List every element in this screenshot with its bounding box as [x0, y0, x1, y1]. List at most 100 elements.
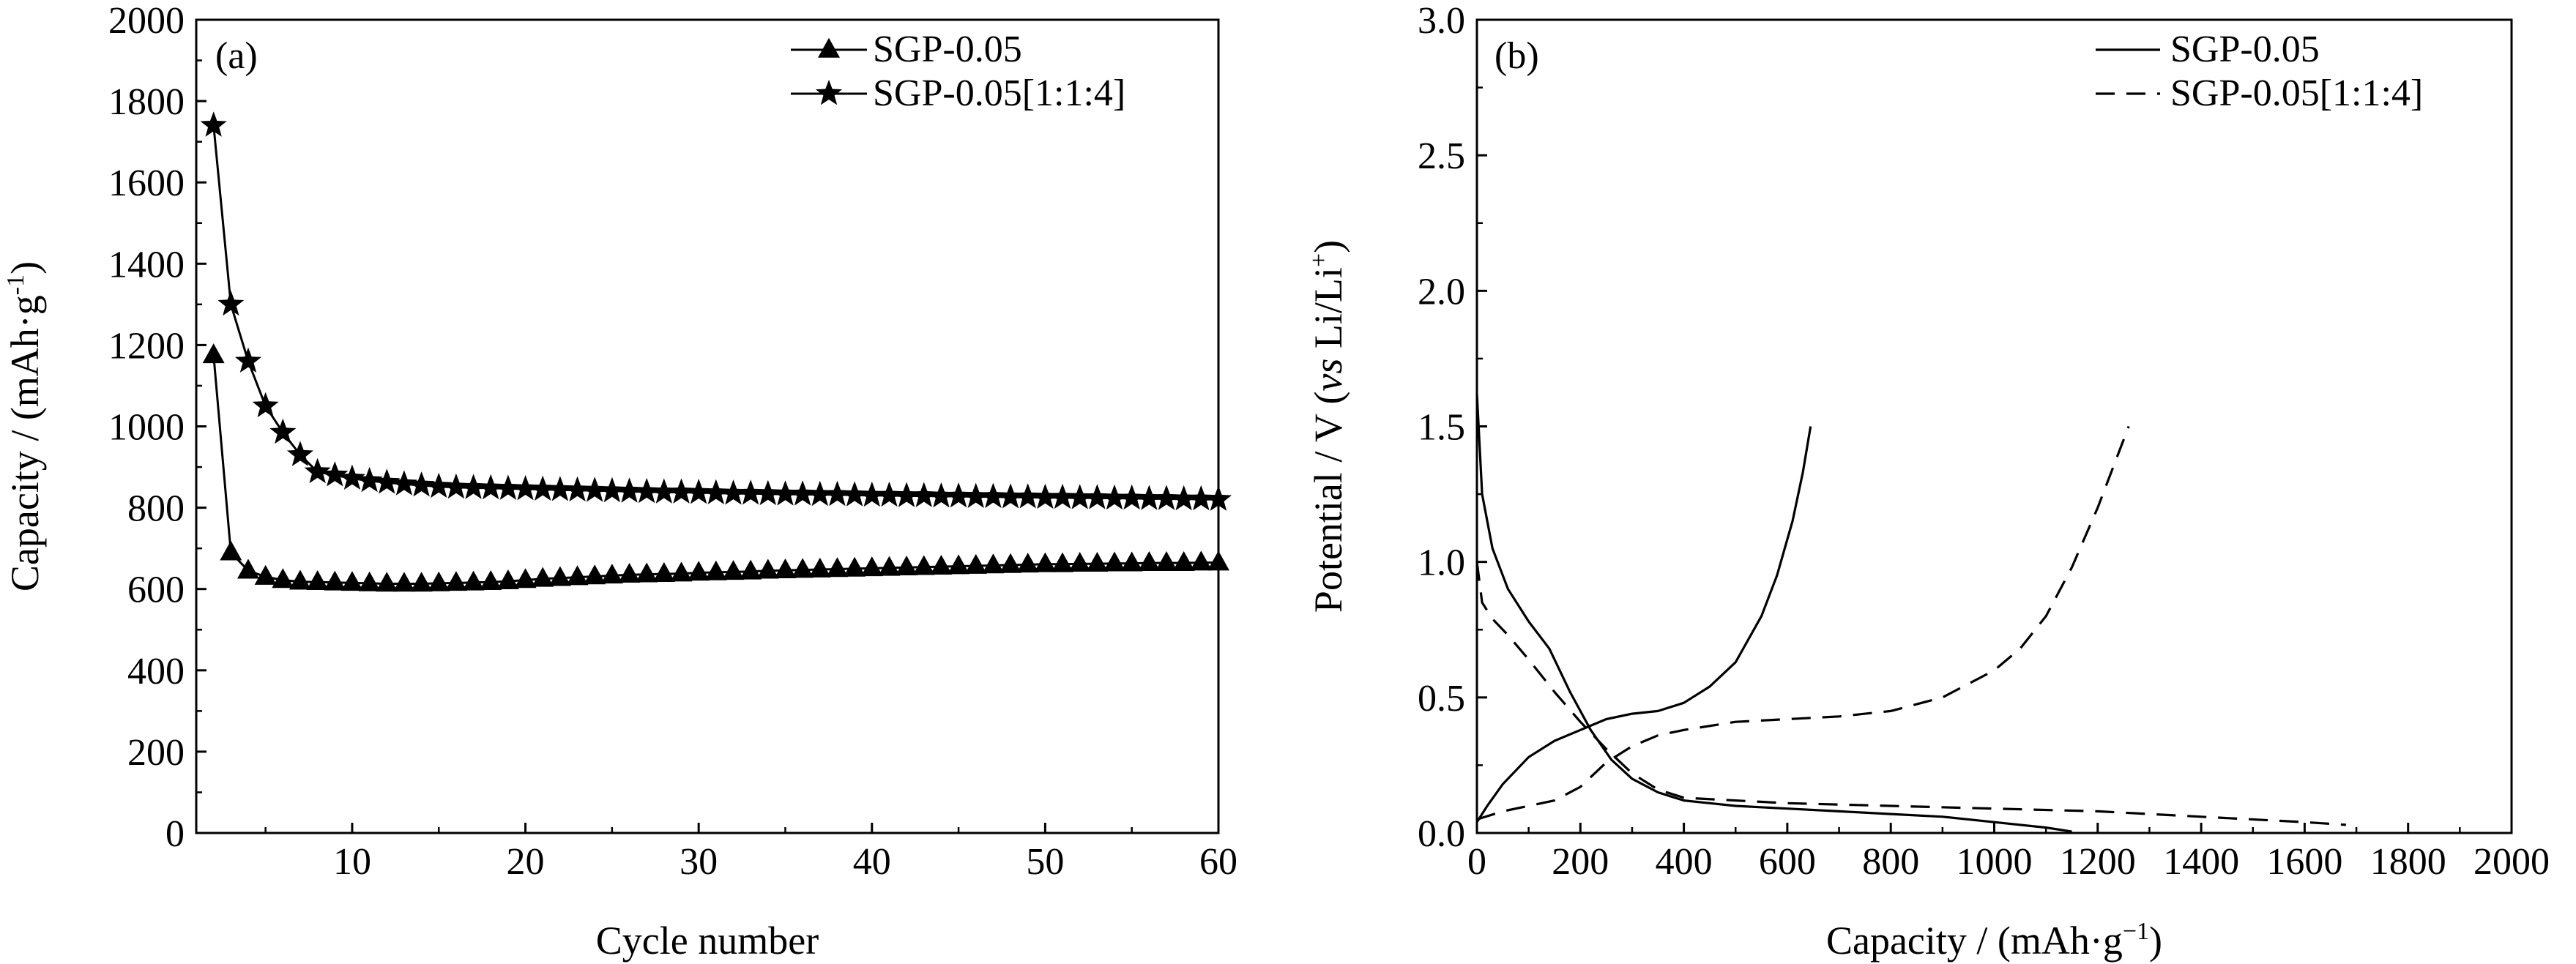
- data-point: [774, 558, 797, 578]
- data-point: [1066, 484, 1093, 509]
- data-point: [1190, 550, 1213, 571]
- x-tick-label: 600: [1759, 841, 1816, 883]
- data-point: [1051, 552, 1074, 572]
- data-point: [1120, 551, 1143, 572]
- data-point: [566, 565, 589, 586]
- data-point: [1118, 484, 1145, 510]
- data-point: [1101, 484, 1128, 510]
- data-point: [948, 554, 970, 575]
- data-point: [688, 561, 710, 581]
- data-point: [945, 482, 972, 508]
- data-point: [477, 474, 505, 500]
- y-tick-label: 1800: [108, 81, 185, 123]
- x-tick-label: 1200: [2060, 841, 2136, 883]
- data-point: [844, 556, 866, 577]
- y-tick-label: 200: [127, 732, 185, 774]
- data-point: [202, 343, 225, 364]
- legend-marker: [815, 80, 843, 105]
- data-point: [340, 571, 363, 591]
- data-point: [668, 478, 695, 504]
- y-tick-label: 1.5: [1418, 407, 1465, 449]
- data-point: [408, 471, 435, 497]
- series-sgp-0-05: [1475, 394, 2072, 833]
- data-point: [841, 481, 868, 507]
- data-point: [442, 473, 469, 499]
- data-point: [1068, 552, 1091, 572]
- data-point: [1016, 553, 1039, 573]
- data-point: [324, 570, 346, 591]
- data-point: [893, 482, 920, 507]
- charge-curve: [1476, 425, 2130, 821]
- y-axis-title: Potential / V (vs Li/Li+): [1306, 240, 1350, 613]
- data-point: [754, 479, 781, 506]
- data-point: [737, 479, 764, 505]
- series-line: [212, 125, 1219, 501]
- data-point: [392, 572, 415, 592]
- legend-marker: [818, 37, 840, 58]
- data-point: [217, 290, 245, 316]
- data-point: [428, 571, 450, 591]
- legend-label: SGP-0.05: [873, 29, 1022, 70]
- data-point: [618, 563, 641, 583]
- data-point: [912, 555, 935, 575]
- y-tick-label: 3.0: [1418, 0, 1465, 42]
- data-point: [529, 475, 556, 501]
- x-tick-label: 30: [680, 841, 718, 883]
- data-point: [254, 564, 277, 585]
- y-tick-label: 1600: [108, 162, 185, 204]
- data-point: [928, 482, 955, 508]
- data-point: [722, 560, 745, 580]
- data-point: [600, 564, 623, 584]
- data-point: [702, 479, 729, 504]
- data-point: [808, 557, 831, 578]
- data-point: [1136, 485, 1163, 510]
- legend-label: SGP-0.05: [2170, 29, 2320, 70]
- series-sgp-0-05: [202, 343, 1229, 592]
- data-point: [321, 461, 349, 487]
- data-point: [650, 478, 677, 504]
- data-point: [494, 474, 521, 500]
- data-point: [756, 558, 779, 579]
- x-tick-label: 10: [333, 841, 371, 883]
- data-point: [670, 561, 693, 582]
- data-point: [1172, 550, 1195, 571]
- data-point: [636, 562, 658, 583]
- data-point: [1103, 551, 1126, 572]
- y-tick-label: 600: [127, 569, 185, 611]
- series-line: [212, 355, 1218, 585]
- data-point: [704, 560, 727, 580]
- data-point: [289, 569, 311, 590]
- data-point: [338, 464, 365, 490]
- y-tick-label: 1400: [108, 244, 185, 285]
- data-point: [652, 561, 675, 582]
- x-tick-label: 800: [1862, 841, 1919, 883]
- y-tick-label: 800: [127, 488, 185, 530]
- y-axis-title-sup: +: [1306, 253, 1333, 267]
- data-point: [1049, 483, 1076, 509]
- x-tick-label: 1800: [2370, 841, 2446, 883]
- legend-label: SGP-0.05[1:1:4]: [873, 72, 1125, 114]
- data-point: [720, 479, 747, 505]
- legend-label: SGP-0.05[1:1:4]: [2170, 72, 2423, 114]
- x-tick-label: 60: [1199, 841, 1237, 883]
- data-point: [358, 571, 381, 591]
- data-point: [633, 477, 660, 504]
- data-point: [584, 564, 606, 585]
- x-tick-label: 0: [1467, 841, 1486, 883]
- data-point: [1032, 483, 1059, 509]
- panel-b-chart: 0.0 0.5 1.0 1.5 2.0 2.5 3.0 0 200 400 600 800 1000 12…: [1306, 0, 2550, 963]
- data-point: [514, 568, 537, 589]
- discharge-curve: [1475, 394, 2072, 833]
- y-axis-title-main: Potential / V (: [1306, 392, 1350, 613]
- data-point: [252, 392, 279, 418]
- data-point: [1086, 552, 1109, 572]
- x-tick-label: 200: [1552, 841, 1609, 883]
- y-tick-label: 400: [127, 651, 185, 692]
- data-point: [1207, 550, 1229, 571]
- data-point: [376, 572, 398, 592]
- data-point: [564, 476, 591, 502]
- data-point: [496, 569, 519, 589]
- data-point: [444, 571, 467, 591]
- data-point: [930, 554, 953, 575]
